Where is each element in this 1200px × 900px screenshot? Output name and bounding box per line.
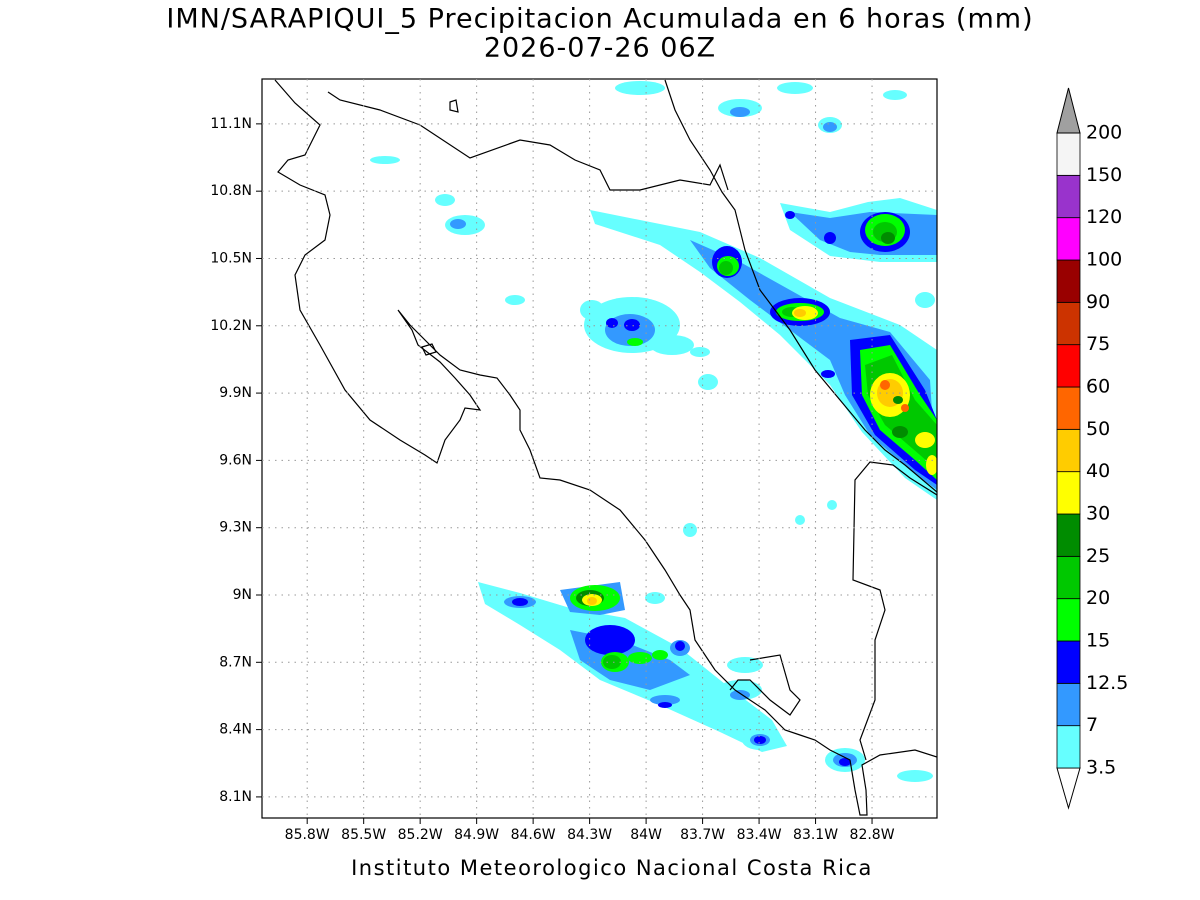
title: IMN/SARAPIQUI_5 Precipitacion Acumulada …	[166, 4, 1033, 35]
x-tick-label: 82.8W	[850, 827, 895, 843]
colorbar-box	[1056, 725, 1081, 769]
map-frame	[261, 78, 938, 819]
colorbar-box	[1056, 640, 1081, 684]
x-tick-label: 85.5W	[341, 827, 386, 843]
colorbar-box	[1056, 386, 1081, 430]
colorbar-label: 20	[1086, 587, 1110, 609]
colorbar-box	[1056, 301, 1081, 346]
precipitation-field	[370, 81, 937, 782]
colorbar-box	[1056, 682, 1081, 727]
colorbar-label: 40	[1086, 460, 1110, 482]
y-tick-label: 9.3N	[219, 520, 252, 536]
y-tick-label: 10.5N	[210, 250, 252, 266]
coastline	[274, 79, 937, 816]
coastline	[664, 79, 937, 493]
x-tick-label: 84W	[630, 827, 662, 843]
x-tick-label: 85.2W	[398, 827, 443, 843]
colorbar-label: 15	[1086, 630, 1110, 652]
colorbar-label: 120	[1086, 206, 1122, 228]
colorbar-label: 3.5	[1086, 757, 1116, 779]
precip-50	[880, 380, 909, 412]
colorbar-box	[1056, 174, 1081, 219]
colorbar-label: 25	[1086, 545, 1110, 567]
colorbar-box	[1056, 513, 1081, 557]
island	[449, 99, 459, 113]
colorbar-label: 75	[1086, 333, 1110, 355]
x-tick-label: 84.9W	[454, 827, 499, 843]
colorbar-box	[1056, 259, 1081, 303]
colorbar-box	[1056, 428, 1081, 473]
x-tick-label: 84.3W	[567, 827, 612, 843]
colorbar-box	[1056, 344, 1081, 388]
island	[421, 343, 437, 356]
colorbar-box	[1056, 555, 1081, 600]
subtitle: 2026-07-26 06Z	[484, 33, 716, 64]
precip-25	[893, 396, 903, 404]
y-tick-label: 9.6N	[219, 452, 252, 468]
y-tick-label: 9.9N	[219, 385, 252, 401]
precip-12-5	[512, 211, 937, 766]
y-tick-label: 9N	[233, 587, 252, 603]
border	[852, 461, 937, 761]
colorbar-triangle	[1056, 767, 1081, 810]
x-tick-label: 84.6W	[511, 827, 556, 843]
x-tick-label: 83.7W	[680, 827, 725, 843]
coastline	[729, 654, 801, 716]
colorbar-label: 100	[1086, 249, 1122, 271]
colorbar-label: 50	[1086, 418, 1110, 440]
y-tick-label: 8.7N	[219, 654, 252, 670]
colorbar-label: 90	[1086, 291, 1110, 313]
y-tick-label: 10.8N	[210, 183, 252, 199]
colorbar-label: 150	[1086, 164, 1122, 186]
colorbar-triangle	[1056, 87, 1081, 134]
y-tick-label: 10.2N	[210, 318, 252, 334]
colorbar-label: 7	[1086, 714, 1098, 736]
x-tick-label: 83.4W	[737, 827, 782, 843]
colorbar-box	[1056, 132, 1081, 176]
colorbar-label: 30	[1086, 503, 1110, 525]
x-tick-label: 85.8W	[285, 827, 330, 843]
y-tick-label: 8.1N	[219, 789, 252, 805]
colorbar-box	[1056, 598, 1081, 642]
y-tick-label: 11.1N	[210, 116, 252, 132]
footer: Instituto Meteorologico Nacional Costa R…	[351, 856, 873, 880]
colorbar-label: 60	[1086, 376, 1110, 398]
colorbar-label: 200	[1086, 122, 1122, 144]
colorbar-box	[1056, 471, 1081, 515]
coastline	[274, 79, 937, 816]
colorbar-label: 12.5	[1086, 672, 1128, 694]
y-tick-label: 8.4N	[219, 722, 252, 738]
colorbar-box	[1056, 217, 1081, 261]
border	[327, 91, 729, 191]
x-tick-label: 83.1W	[793, 827, 838, 843]
